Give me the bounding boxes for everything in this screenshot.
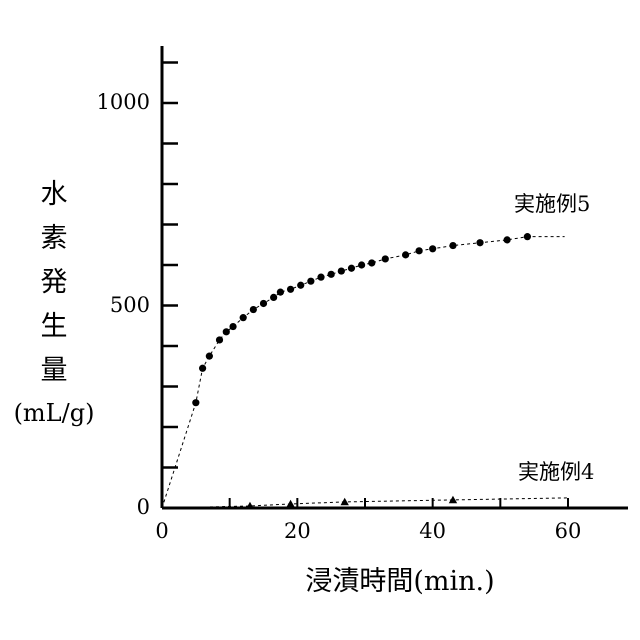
data-point-example5 (348, 265, 355, 272)
data-point-example5 (504, 236, 511, 243)
data-point-example4 (286, 500, 294, 508)
data-point-example4 (341, 498, 349, 506)
data-point-example5 (338, 267, 345, 274)
y-axis-label-char: 水 (36, 180, 72, 210)
data-point-example5 (416, 247, 423, 254)
data-point-example5 (240, 314, 247, 321)
x-tick-label: 40 (403, 520, 463, 542)
x-tick-label: 0 (132, 520, 192, 542)
data-point-example5 (402, 251, 409, 258)
data-point-example5 (297, 282, 304, 289)
y-axis-label-char: 発 (36, 268, 72, 298)
y-axis-label-char: 生 (36, 312, 72, 342)
data-point-example5 (382, 255, 389, 262)
x-axis-label: 浸漬時間(min.) (270, 566, 530, 598)
y-tick-label: 500 (70, 294, 150, 316)
y-axis-label-char: 素 (36, 224, 72, 254)
data-point-example5 (270, 294, 277, 301)
series-line-1 (162, 237, 565, 508)
y-tick-label: 1000 (70, 91, 150, 113)
x-tick-label: 20 (267, 520, 327, 542)
data-point-example5 (199, 365, 206, 372)
data-point-example5 (260, 300, 267, 307)
axes (162, 46, 628, 508)
data-point-example5 (192, 399, 199, 406)
series-label-example4: 実施例4 (518, 460, 594, 484)
data-point-example5 (328, 271, 335, 278)
data-point-example5 (368, 259, 375, 266)
series-label-example5: 実施例5 (514, 192, 590, 216)
data-point-example5 (223, 328, 230, 335)
data-point-example5 (250, 306, 257, 313)
data-point-example5 (476, 239, 483, 246)
data-point-example5 (216, 336, 223, 343)
y-axis-unit-label: (mL/g) (4, 399, 104, 427)
data-point-example5 (307, 278, 314, 285)
y-tick-label: 0 (70, 496, 150, 518)
data-point-example5 (429, 245, 436, 252)
series-layer (162, 233, 568, 509)
data-point-example5 (229, 323, 236, 330)
data-point-example5 (277, 289, 284, 296)
data-point-example5 (524, 233, 531, 240)
y-axis-label-char: 量 (36, 356, 72, 386)
data-point-example5 (358, 261, 365, 268)
data-point-example5 (449, 242, 456, 249)
data-point-example5 (287, 286, 294, 293)
data-point-example5 (317, 274, 324, 281)
x-tick-label: 60 (538, 520, 598, 542)
data-point-example5 (206, 353, 213, 360)
